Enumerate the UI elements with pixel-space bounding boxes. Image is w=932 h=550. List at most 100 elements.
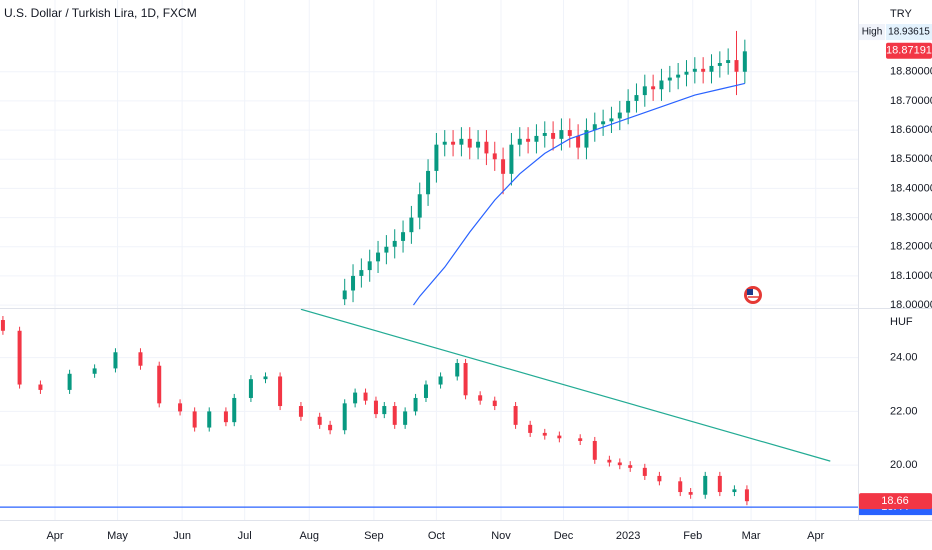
candle-body [601, 121, 606, 125]
candle-body [717, 63, 722, 66]
candle-body [642, 467, 647, 476]
candle-body [403, 411, 408, 425]
candle-body [592, 440, 597, 460]
candle-body [609, 118, 614, 122]
candle-body [207, 411, 212, 428]
candle-body [678, 481, 683, 493]
unit-label: HUF [890, 316, 913, 328]
x-tick-label: Mar [742, 530, 761, 542]
x-tick-label: Dec [554, 530, 574, 542]
candle-body [734, 60, 739, 72]
candle-body [513, 406, 518, 425]
candle-body [617, 462, 622, 466]
candle-body [248, 379, 253, 398]
candle-body [492, 153, 497, 160]
candle-body [709, 65, 714, 72]
candle-body [426, 170, 431, 195]
candle-body [438, 376, 443, 385]
flag-icon[interactable] [744, 286, 762, 304]
candle-body [542, 432, 547, 436]
candle-body [317, 416, 322, 425]
last-price-label: 18.87191 [886, 45, 932, 57]
x-tick-label: Jul [238, 530, 252, 542]
x-tick-label: Oct [428, 530, 445, 542]
chart-title: U.S. Dollar / Turkish Lira, 1D, FXCM [4, 6, 197, 20]
candle-body [551, 133, 556, 139]
high-tag-value: 18.93615 [888, 27, 930, 38]
high-tag-value-box [886, 24, 932, 41]
x-tick-label: Nov [491, 530, 511, 542]
last-price-tag [886, 42, 932, 59]
candle-body [92, 368, 97, 374]
candle-body [17, 330, 22, 385]
candle-body [384, 246, 389, 253]
candle-body [534, 135, 539, 142]
candle-body [401, 232, 406, 241]
unit-label: TRY [890, 8, 912, 20]
candle-body [376, 252, 381, 262]
candle-body [467, 138, 472, 148]
y-tick-label: 18.30000 [890, 211, 932, 223]
candle-body [192, 411, 197, 428]
candle-body [459, 138, 464, 145]
y-tick-label: 18.60000 [890, 124, 932, 136]
candle-body [451, 141, 456, 145]
candle-body [557, 435, 562, 439]
candle-body [367, 261, 372, 271]
candle-body [113, 352, 118, 369]
candle-body [223, 411, 228, 423]
candle-body [434, 144, 439, 171]
candle-body [744, 489, 749, 502]
candle-body [342, 403, 347, 431]
candle-body [742, 51, 747, 72]
y-tick-label: 20.00 [890, 459, 918, 471]
candle-body [626, 100, 631, 113]
candle-body [578, 438, 583, 441]
y-tick-label: 18.40000 [890, 182, 932, 194]
candle-body [478, 395, 483, 401]
candle-body [642, 86, 647, 96]
candle-body [328, 424, 333, 431]
high-tag-box [859, 24, 885, 41]
x-tick-label: Sep [364, 530, 384, 542]
candle-body [423, 384, 428, 398]
candle-body [353, 392, 358, 404]
candle-body [263, 376, 268, 380]
x-tick-label: Apr [807, 530, 824, 542]
candle-body [667, 77, 672, 81]
candle-body [576, 135, 581, 148]
candle-body [342, 290, 347, 300]
candle-body [138, 352, 143, 366]
candle-body [417, 194, 422, 218]
x-tick-label: May [107, 530, 128, 542]
candle-body [559, 130, 564, 139]
candle-body [442, 141, 447, 145]
candle-body [363, 392, 368, 401]
candle-body [703, 475, 708, 495]
candle-body [688, 492, 693, 495]
candle-body [592, 124, 597, 131]
y-tick-label: 24.00 [890, 352, 918, 364]
y-tick-label: 18.70000 [890, 95, 932, 107]
trend-line [300, 309, 831, 462]
y-tick-label: 18.00000 [890, 299, 932, 311]
candle-body [701, 68, 706, 72]
candle-body [351, 275, 356, 291]
candle-body [692, 68, 697, 72]
x-tick-label: Feb [683, 530, 702, 542]
candle-body [528, 424, 533, 433]
candle-body [517, 138, 522, 145]
candle-body [492, 400, 497, 407]
candle-body [509, 144, 514, 174]
y-tick-label: 18.10000 [890, 270, 932, 282]
candle-body [584, 130, 589, 148]
last-price-tag [859, 493, 932, 510]
candle-body [278, 376, 283, 407]
candle-body [628, 465, 633, 468]
candle-body [463, 363, 468, 396]
y-tick-label: 18.20000 [890, 241, 932, 253]
candle-body [484, 141, 489, 154]
candle-body [38, 384, 43, 390]
candle-body [409, 217, 414, 233]
